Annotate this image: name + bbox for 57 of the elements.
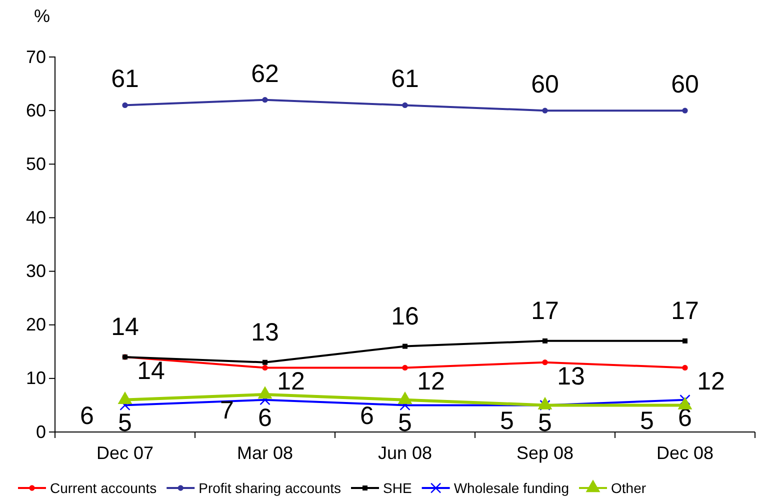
data-label: 6 — [258, 404, 272, 432]
point — [262, 97, 268, 103]
legend-label: SHE — [383, 480, 412, 496]
data-label: 62 — [251, 60, 279, 88]
y-tick-label: 40 — [26, 207, 46, 228]
data-label: 5 — [398, 409, 412, 438]
data-label: 5 — [118, 409, 132, 438]
data-label: 60 — [671, 70, 699, 99]
x-tick-label: Dec 08 — [656, 442, 714, 463]
y-tick-label: 20 — [26, 314, 46, 335]
data-label: 5 — [500, 407, 514, 436]
legend-label: Profit sharing accounts — [198, 480, 342, 496]
y-tick-label: 50 — [26, 154, 46, 174]
data-label: 6 — [678, 404, 692, 432]
data-label: 12 — [697, 368, 725, 396]
data-label: 17 — [671, 296, 699, 325]
legend-label: Current accounts — [50, 480, 157, 496]
data-label: 17 — [531, 296, 559, 325]
point — [262, 360, 268, 365]
data-label: 5 — [640, 407, 654, 436]
point — [402, 364, 408, 371]
data-label: 6 — [360, 402, 374, 430]
point — [682, 364, 688, 371]
point — [122, 102, 128, 108]
point — [542, 338, 548, 344]
data-label: 7 — [220, 396, 234, 424]
y-tick-label: 0 — [36, 422, 46, 442]
point — [682, 338, 688, 344]
data-label: 5 — [538, 409, 552, 438]
point — [542, 108, 548, 114]
legend-label: Wholesale funding — [454, 480, 569, 496]
data-label: 60 — [531, 70, 559, 99]
x-tick-label: Mar 08 — [236, 442, 294, 463]
point — [682, 108, 688, 114]
y-axis-title: % — [34, 6, 50, 26]
data-label: 61 — [391, 65, 419, 94]
x-tick-label: Sep 08 — [516, 442, 574, 463]
point — [542, 360, 548, 366]
data-label: 13 — [251, 318, 279, 346]
data-label: 13 — [557, 362, 585, 390]
data-label: 6 — [80, 402, 94, 430]
y-tick-label: 60 — [26, 100, 46, 120]
data-label: 12 — [277, 368, 305, 396]
data-label: 14 — [137, 357, 165, 385]
data-label: 16 — [391, 302, 419, 330]
x-tick-label: Dec 07 — [96, 442, 154, 463]
y-tick-label: 10 — [26, 368, 46, 388]
data-label: 14 — [111, 313, 139, 341]
point — [402, 344, 408, 349]
point — [262, 364, 268, 371]
data-label: 61 — [111, 65, 139, 94]
legend-label: Other — [611, 480, 646, 496]
data-label: 12 — [417, 368, 445, 396]
x-tick-label: Jun 08 — [378, 442, 432, 463]
y-tick-label: 30 — [26, 261, 46, 282]
point — [402, 102, 408, 108]
y-tick-label: 70 — [26, 46, 46, 67]
